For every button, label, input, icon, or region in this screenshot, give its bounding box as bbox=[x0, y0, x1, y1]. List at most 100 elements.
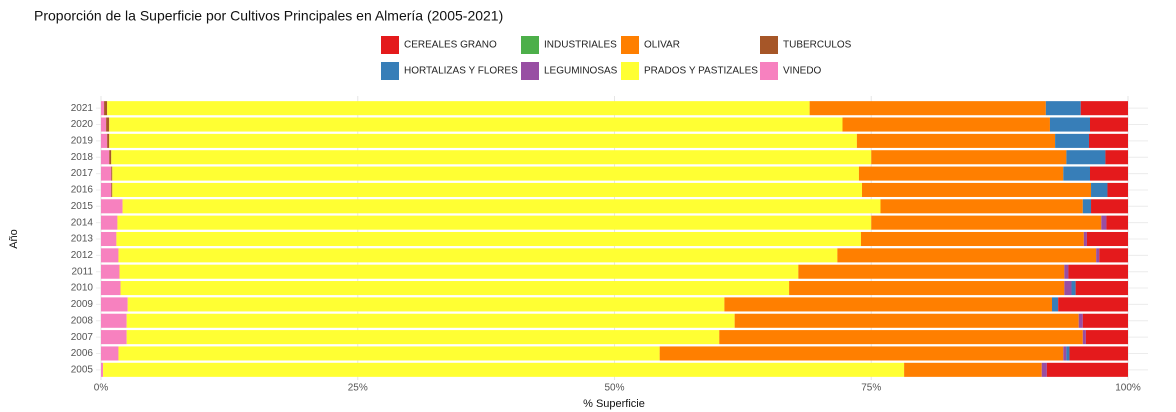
bar-segment bbox=[1083, 231, 1087, 247]
y-tick-label: 2020 bbox=[71, 119, 94, 130]
bar-segment bbox=[1088, 133, 1128, 148]
bar-segment bbox=[101, 248, 119, 263]
bar-segment bbox=[1046, 362, 1128, 377]
bar-segment bbox=[126, 330, 720, 345]
x-tick-label: 25% bbox=[348, 383, 368, 394]
bar-segment bbox=[856, 133, 1056, 148]
bar-segment bbox=[1068, 264, 1128, 279]
bar-segment bbox=[1058, 297, 1128, 312]
bar-segment bbox=[1066, 346, 1070, 361]
bar-segment bbox=[871, 150, 1067, 165]
bar-segment bbox=[1106, 215, 1128, 230]
legend-label: OLIVAR bbox=[644, 40, 680, 51]
y-tick-label: 2019 bbox=[71, 136, 94, 147]
bar-segment bbox=[837, 248, 1097, 263]
y-tick-label: 2012 bbox=[71, 250, 94, 261]
bar-segment bbox=[101, 166, 112, 181]
y-tick-label: 2007 bbox=[71, 332, 94, 343]
bar-segment bbox=[1078, 313, 1083, 328]
bar-segment bbox=[112, 182, 863, 197]
y-tick-label: 2013 bbox=[71, 234, 94, 245]
y-tick-label: 2009 bbox=[71, 299, 94, 310]
legend-label: LEGUMINOSAS bbox=[544, 66, 618, 77]
bar-segment bbox=[724, 297, 1053, 312]
bar-segment bbox=[101, 231, 117, 247]
legend-swatch bbox=[381, 62, 399, 80]
y-tick-label: 2014 bbox=[71, 217, 94, 228]
bar-segment bbox=[117, 215, 872, 230]
legend-label: VINEDO bbox=[783, 66, 822, 77]
bar-segment bbox=[109, 133, 857, 148]
y-tick-label: 2005 bbox=[71, 364, 94, 375]
bar-segment bbox=[871, 215, 1102, 230]
bar-segment bbox=[904, 362, 1042, 377]
bar-segment bbox=[101, 215, 118, 230]
y-tick-label: 2010 bbox=[71, 283, 94, 294]
bar-segment bbox=[118, 248, 838, 263]
bar-segment bbox=[842, 117, 1050, 132]
bar-segment bbox=[101, 182, 112, 197]
legend-swatch bbox=[760, 36, 778, 54]
bar-segment bbox=[1049, 117, 1091, 132]
bar-segment bbox=[1052, 297, 1059, 312]
legend-label: PRADOS Y PASTIZALES bbox=[644, 66, 758, 77]
x-axis-label: % Superficie bbox=[583, 398, 645, 410]
x-tick-label: 75% bbox=[861, 383, 881, 394]
y-tick-label: 2015 bbox=[71, 201, 94, 212]
bar-segment bbox=[1041, 362, 1047, 377]
bar-segment bbox=[107, 133, 110, 148]
bar-segment bbox=[719, 330, 1083, 345]
legend-swatch bbox=[621, 36, 639, 54]
bar-segment bbox=[101, 297, 128, 312]
bar-segment bbox=[119, 264, 799, 279]
x-tick-label: 0% bbox=[94, 383, 109, 394]
y-tick-label: 2011 bbox=[71, 266, 93, 277]
bar-segment bbox=[101, 346, 119, 361]
y-tick-label: 2008 bbox=[71, 315, 94, 326]
bar-segment bbox=[101, 117, 107, 132]
legend-label: HORTALIZAS Y FLORES bbox=[404, 66, 518, 77]
legend-label: CEREALES GRANO bbox=[404, 40, 497, 51]
bar-segment bbox=[1055, 133, 1089, 148]
bar-segment bbox=[118, 346, 660, 361]
legend-swatch bbox=[381, 36, 399, 54]
bar-segment bbox=[1090, 117, 1128, 132]
y-tick-label: 2018 bbox=[71, 152, 94, 163]
bar-segment bbox=[127, 297, 725, 312]
bar-segment bbox=[122, 199, 881, 214]
bar-segment bbox=[1069, 346, 1128, 361]
bar-segment bbox=[107, 101, 810, 116]
bar-segment bbox=[1082, 313, 1128, 328]
bar-segment bbox=[101, 199, 123, 214]
legend-label: TUBERCULOS bbox=[783, 40, 852, 51]
y-tick-label: 2021 bbox=[71, 103, 94, 114]
bar-segment bbox=[109, 150, 112, 165]
bar-segment bbox=[112, 166, 859, 181]
bar-segment bbox=[111, 182, 113, 197]
bar-segment bbox=[106, 117, 110, 132]
bar-segment bbox=[1066, 150, 1106, 165]
legend-swatch bbox=[621, 62, 639, 80]
bar-segment bbox=[860, 231, 1084, 247]
bar-segment bbox=[120, 281, 790, 296]
y-tick-label: 2006 bbox=[71, 348, 94, 359]
bar-segment bbox=[1091, 182, 1108, 197]
bar-segment bbox=[809, 101, 1046, 116]
bar-segment bbox=[126, 313, 735, 328]
x-tick-label: 50% bbox=[604, 383, 624, 394]
y-axis-label: Año bbox=[8, 229, 20, 249]
bar-segment bbox=[1045, 101, 1081, 116]
bar-segment bbox=[659, 346, 1064, 361]
bar-segment bbox=[111, 150, 872, 165]
bar-segment bbox=[1063, 166, 1091, 181]
bar-segment bbox=[1071, 281, 1076, 296]
bar-segment bbox=[789, 281, 1065, 296]
bar-segment bbox=[1099, 248, 1128, 263]
bar-segment bbox=[1080, 101, 1128, 116]
bar-segment bbox=[101, 264, 120, 279]
bar-segment bbox=[109, 117, 843, 132]
bar-segment bbox=[858, 166, 1064, 181]
bar-segment bbox=[1064, 264, 1069, 279]
bar-segment bbox=[116, 231, 861, 247]
